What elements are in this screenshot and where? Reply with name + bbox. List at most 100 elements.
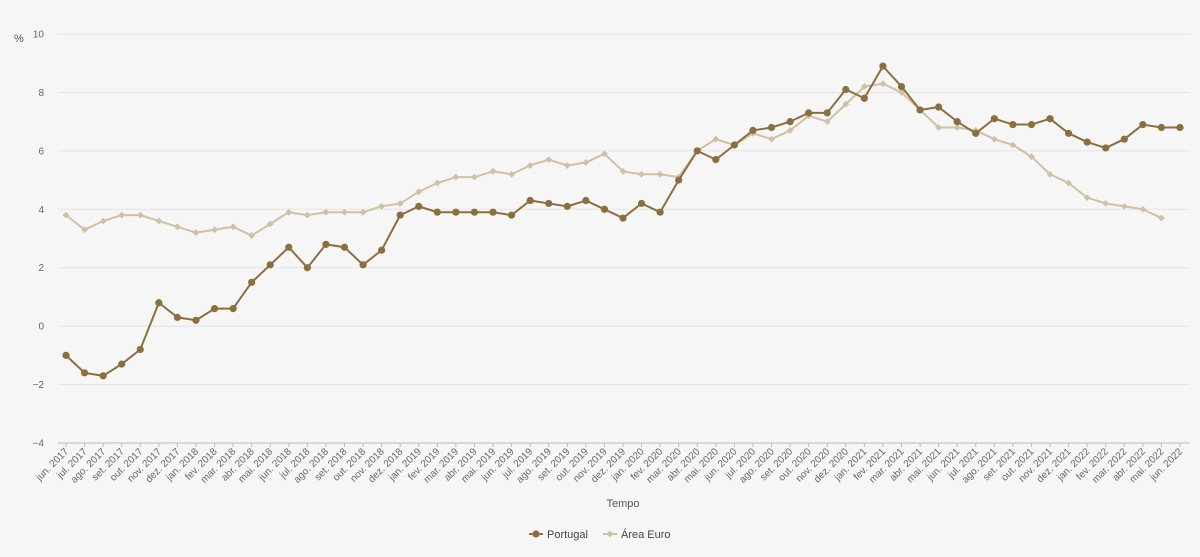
data-point[interactable] [823, 109, 831, 117]
data-point[interactable] [805, 109, 813, 117]
data-point[interactable] [396, 200, 404, 207]
data-point[interactable] [415, 188, 423, 196]
data-point[interactable] [136, 345, 144, 354]
data-point[interactable] [601, 150, 608, 158]
data-point[interactable] [935, 124, 943, 131]
data-point[interactable] [1046, 115, 1054, 123]
data-point[interactable] [229, 305, 237, 313]
data-point[interactable] [248, 232, 256, 239]
data-point[interactable] [1009, 120, 1017, 129]
data-point[interactable] [730, 141, 739, 149]
data-point[interactable] [637, 199, 646, 208]
data-point[interactable] [619, 214, 627, 222]
data-point[interactable] [378, 202, 386, 210]
data-point[interactable] [879, 62, 887, 70]
data-point[interactable] [842, 85, 850, 94]
data-point[interactable] [1027, 120, 1036, 129]
data-point[interactable] [118, 360, 126, 368]
data-point[interactable] [266, 261, 274, 269]
data-point[interactable] [860, 94, 868, 102]
data-point[interactable] [211, 226, 218, 234]
data-point[interactable] [155, 217, 163, 225]
data-point[interactable] [173, 313, 181, 321]
data-point[interactable] [638, 170, 645, 178]
data-point[interactable] [508, 211, 516, 219]
data-point[interactable] [1102, 144, 1110, 152]
data-point[interactable] [675, 176, 683, 184]
data-point[interactable] [545, 156, 553, 164]
data-point[interactable] [1139, 120, 1147, 129]
data-point[interactable] [916, 106, 924, 114]
data-point[interactable] [935, 103, 943, 111]
data-point[interactable] [155, 299, 163, 307]
data-point[interactable] [1120, 202, 1128, 210]
data-point[interactable] [452, 208, 460, 216]
data-point[interactable] [62, 351, 70, 359]
data-point[interactable] [879, 80, 887, 88]
data-point[interactable] [340, 243, 349, 251]
data-point[interactable] [990, 115, 998, 123]
data-point[interactable] [953, 118, 961, 126]
data-point[interactable] [322, 208, 330, 216]
data-point[interactable] [712, 156, 720, 164]
data-point[interactable] [656, 208, 664, 216]
data-point[interactable] [1046, 170, 1054, 178]
data-point[interactable] [1176, 123, 1184, 132]
data-point[interactable] [489, 167, 497, 175]
data-point[interactable] [99, 372, 107, 380]
data-point[interactable] [118, 211, 126, 219]
data-point[interactable] [322, 240, 330, 248]
data-point[interactable] [860, 83, 868, 90]
data-point[interactable] [1028, 153, 1035, 161]
data-point[interactable] [378, 246, 386, 254]
data-point[interactable] [303, 211, 311, 219]
data-point[interactable] [62, 211, 70, 219]
data-point[interactable] [768, 135, 775, 143]
data-point[interactable] [953, 124, 961, 131]
data-point[interactable] [600, 205, 609, 213]
data-point[interactable] [415, 202, 423, 210]
data-point[interactable] [433, 208, 441, 216]
data-point[interactable] [563, 162, 571, 169]
data-point[interactable] [341, 208, 348, 216]
data-point[interactable] [285, 243, 293, 251]
data-point[interactable] [897, 82, 906, 91]
data-point[interactable] [452, 173, 460, 181]
data-point[interactable] [619, 167, 627, 175]
data-point[interactable] [1009, 141, 1017, 149]
data-point[interactable] [229, 223, 237, 231]
data-point[interactable] [433, 179, 441, 187]
data-point[interactable] [990, 135, 998, 143]
data-point[interactable] [303, 264, 311, 272]
data-point[interactable] [359, 208, 367, 216]
legend-item-portugal[interactable]: Portugal [529, 529, 588, 541]
data-point[interactable] [266, 220, 274, 228]
data-point[interactable] [248, 278, 256, 286]
data-point[interactable] [1083, 138, 1091, 146]
data-point[interactable] [693, 147, 701, 155]
data-point[interactable] [1120, 135, 1128, 143]
data-point[interactable] [842, 100, 850, 108]
data-point[interactable] [1065, 129, 1073, 137]
data-point[interactable] [359, 261, 367, 269]
data-point[interactable] [545, 199, 553, 208]
data-point[interactable] [210, 305, 219, 313]
data-point[interactable] [508, 170, 515, 178]
data-point[interactable] [823, 118, 831, 126]
data-point[interactable] [582, 159, 590, 166]
data-point[interactable] [470, 208, 479, 216]
data-point[interactable] [563, 202, 571, 210]
data-point[interactable] [285, 208, 293, 216]
data-point[interactable] [471, 173, 478, 181]
data-point[interactable] [767, 123, 776, 132]
data-point[interactable] [1139, 205, 1147, 213]
data-point[interactable] [972, 129, 980, 137]
data-point[interactable] [136, 211, 144, 219]
data-point[interactable] [786, 127, 794, 134]
data-point[interactable] [749, 126, 757, 135]
data-point[interactable] [1083, 194, 1091, 201]
data-point[interactable] [99, 217, 107, 225]
data-point[interactable] [786, 118, 794, 126]
data-point[interactable] [1065, 179, 1072, 187]
data-point[interactable] [526, 196, 534, 205]
